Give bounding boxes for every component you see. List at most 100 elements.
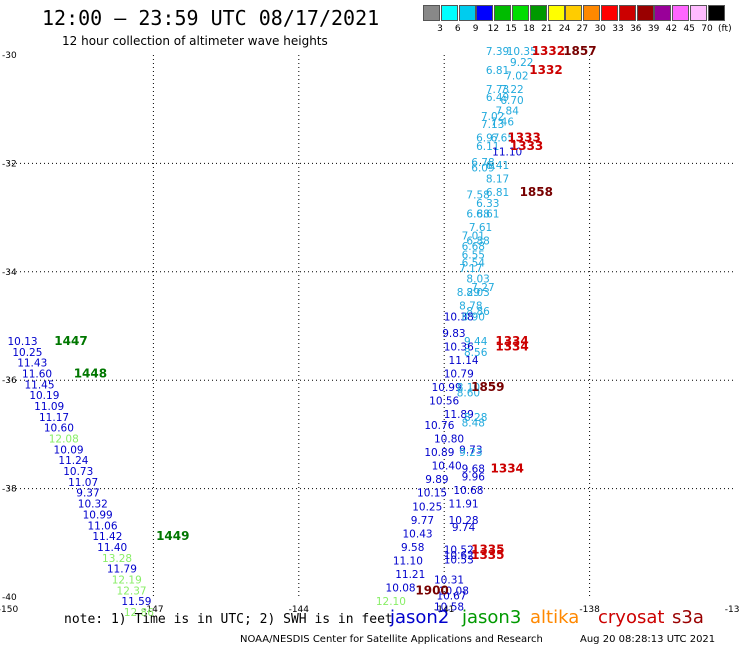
pass-time-label: 1333 [507,131,540,145]
wave-height-label: 11.59 [121,596,151,608]
color-scale-tick: 12 [487,24,500,34]
wave-height-label: 6.88 [466,236,489,248]
wave-height-label: 10.36 [444,341,474,353]
color-swatch [440,5,458,21]
color-swatch [618,5,636,21]
units-note: note: 1) Time is in UTC; 2) SWH is in fe… [64,612,393,627]
wave-height-label: 8.48 [462,417,485,429]
wave-height-label: 12.08 [49,434,79,446]
wave-height-label: 10.62 [444,550,474,562]
color-scale-tick: 33 [612,24,624,34]
wave-height-label: 10.99 [432,382,462,394]
wave-height-label: 7.17 [459,263,482,275]
pass-time-label: 1335 [471,548,504,562]
wave-height-label: 9.68 [462,463,485,475]
wave-height-label: 10.31 [434,574,464,586]
color-scale-tick: 30 [594,24,606,34]
pass-time-label: 1333 [510,139,543,153]
satellite-s3a-label: s3a [672,607,704,628]
wave-height-label: 6.97 [476,133,499,145]
wave-height-label: 6.78 [471,157,494,169]
color-scale-tick: 39 [647,24,660,34]
x-tick-label: -135 [725,605,740,615]
wave-height-label: 7.01 [462,230,485,242]
wave-height-label: 10.73 [63,466,93,478]
wave-height-label: 10.67 [436,591,466,603]
page-title: 12:00 – 23:59 UTC 08/17/2021 [42,6,380,30]
wave-height-label: 10.56 [429,396,459,408]
wave-height-label: 10.79 [444,368,474,380]
wave-height-label: 9.22 [510,57,533,69]
wave-height-label: 10.35 [507,46,537,58]
wave-height-label: 10.58 [434,602,464,614]
pass-time-label: 1859 [471,380,504,394]
wave-height-label: 10.53 [444,554,474,566]
y-tick-label: -34 [2,268,17,278]
wave-height-label: 10.08 [439,585,469,597]
color-swatch [423,5,440,21]
color-swatch [547,5,565,21]
wave-height-label: 7.73 [486,84,509,96]
wave-height-label: 6.55 [462,249,485,261]
color-scale-tick: (ft) [718,24,732,34]
color-swatch [690,5,707,21]
color-scale-tick: 15 [505,24,517,34]
y-tick-label: -32 [2,159,17,169]
wave-height-label: 6.54 [462,257,486,269]
satellite-jason3-label: jason3 [462,607,522,628]
pass-time-label: 1334 [491,461,524,475]
color-swatch [707,5,725,21]
wave-height-label: 11.89 [444,409,474,421]
color-swatch [654,5,672,21]
color-swatch [529,5,547,21]
wave-height-label: 11.17 [39,412,69,424]
wave-height-label: 6.11 [476,141,499,153]
wave-height-label: 8.86 [466,306,490,318]
wave-height-label: 6.81 [486,65,509,77]
wave-height-label: 8.90 [462,312,485,324]
wave-height-label: 9.37 [76,488,99,500]
color-swatch [636,5,654,21]
wave-height-label: 10.08 [386,583,416,595]
wave-height-label: 10.15 [417,488,447,500]
wave-height-label: 12.10 [376,596,406,608]
wave-height-label: 8.03 [466,287,489,299]
wave-height-label: 9.74 [452,522,476,534]
pass-time-label: 1334 [495,339,528,353]
wave-height-label: 11.10 [393,555,423,567]
wave-height-label: 6.68 [462,241,485,253]
color-scale-tick: 3 [437,24,443,34]
wave-height-label: 9.83 [442,328,465,340]
wave-height-label: 10.28 [449,515,479,527]
wave-height-label: 9.73 [459,444,482,456]
color-scale-tick: 6 [454,24,461,34]
wave-height-label: 10.19 [29,390,59,402]
wave-height-label: 10.80 [434,434,464,446]
color-swatch [494,5,512,21]
color-scale-tick: 36 [630,24,642,34]
wave-height-label: 10.13 [8,336,38,348]
color-scale-tick: 18 [523,24,535,34]
x-tick-label: -144 [289,605,310,615]
wave-height-label: 6.88 [466,209,489,221]
wave-height-label: 10.60 [44,423,74,435]
wave-height-label: 10.38 [444,312,474,324]
wave-height-label: 11.14 [449,355,479,367]
y-tick-label: -36 [2,376,17,386]
wave-height-label: 7.39 [486,46,509,58]
wave-height-label: 9.44 [464,336,488,348]
wave-height-label: 8.56 [464,347,488,359]
color-swatch [458,5,476,21]
color-scale-tick: 24 [558,24,571,34]
wave-height-label: 7.27 [471,282,494,294]
wave-height-label: 10.99 [83,509,113,521]
y-tick-label: -40 [2,593,17,603]
wave-height-label: 10.43 [403,528,433,540]
pass-time-label: 1857 [563,44,596,58]
wave-height-label: 7.46 [491,116,515,128]
credit-text: NOAA/NESDIS Center for Satellite Applica… [240,634,543,645]
wave-height-label: 6.81 [486,187,509,199]
pass-time-label: 1447 [54,334,87,348]
wave-height-label: 8.17 [486,173,509,185]
